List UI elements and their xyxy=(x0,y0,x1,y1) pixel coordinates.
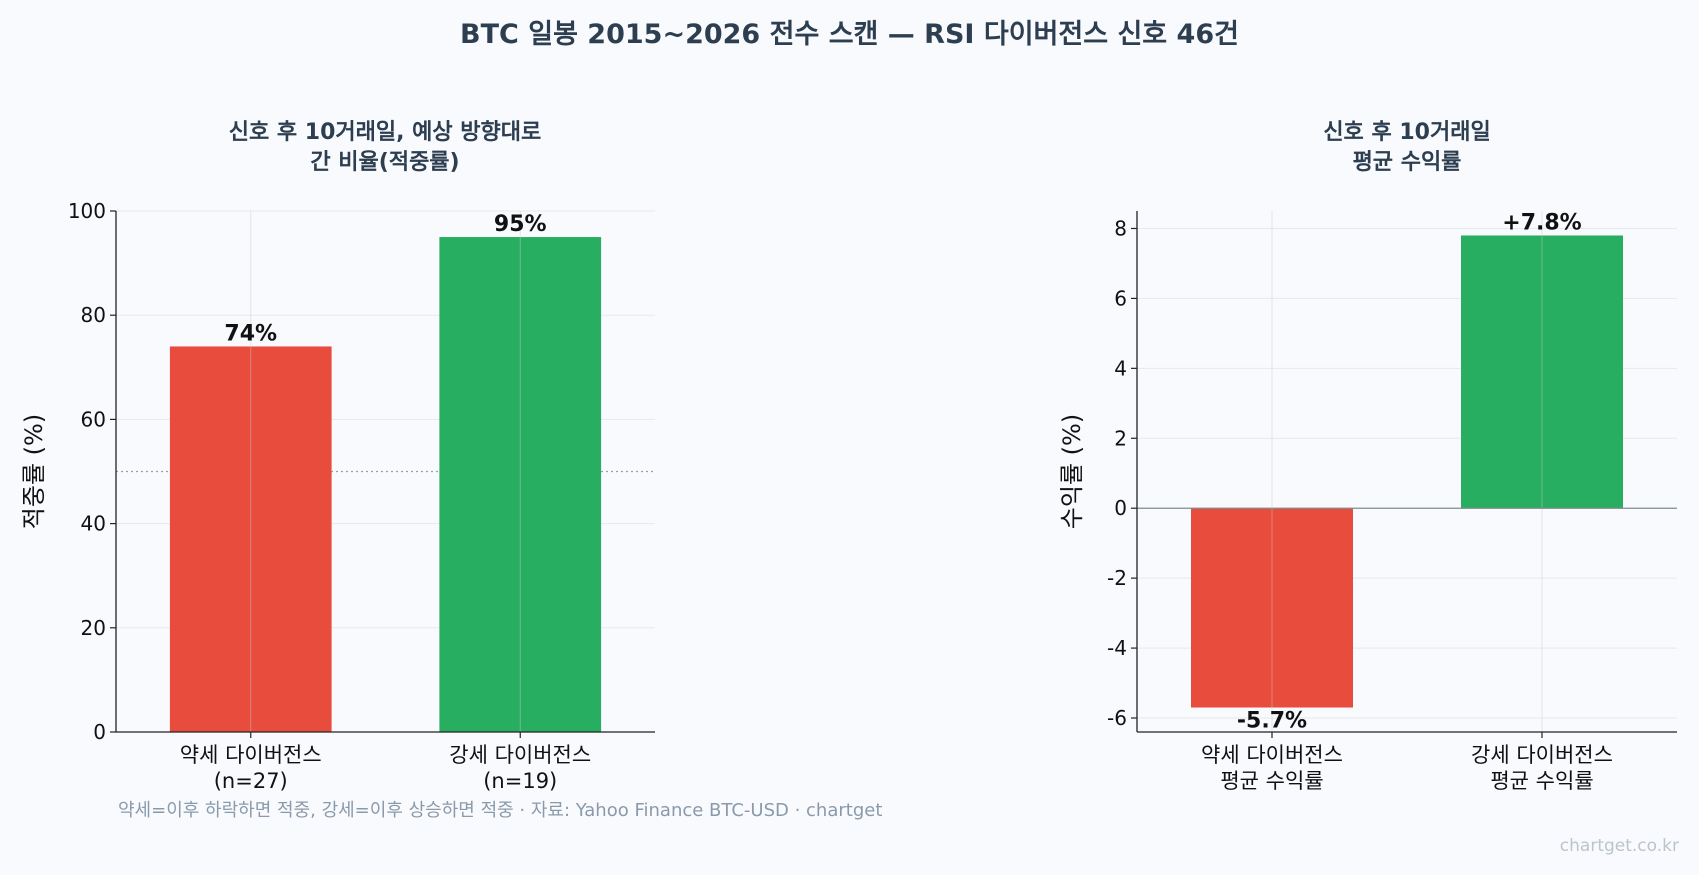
bar xyxy=(439,237,602,733)
main-title: BTC 일봉 2015~2026 전수 스캔 — RSI 다이버전스 신호 46… xyxy=(460,19,1239,50)
x-tick-label: 약세 다이버전스 xyxy=(1201,743,1343,767)
left-panel-title-line2: 간 비율(적중률) xyxy=(310,150,460,175)
y-tick-label: -6 xyxy=(1107,706,1127,730)
y-tick-label: 2 xyxy=(1114,426,1127,450)
bar xyxy=(1461,235,1623,509)
bar-value-label: 95% xyxy=(494,212,547,237)
x-tick-label: 평균 수익률 xyxy=(1220,769,1323,793)
y-tick-label: 60 xyxy=(81,407,106,431)
y-tick-label: 100 xyxy=(68,199,106,223)
y-tick-label: 20 xyxy=(81,616,106,640)
footnote: 약세=이후 하락하면 적중, 강세=이후 상승하면 적중 · 자료: Yahoo… xyxy=(118,800,883,821)
y-tick-label: 4 xyxy=(1114,356,1127,380)
bar xyxy=(169,346,332,732)
bar xyxy=(1191,508,1353,708)
y-tick-label: 6 xyxy=(1114,286,1127,310)
watermark: chartget.co.kr xyxy=(1559,836,1679,856)
x-tick-label: 평균 수익률 xyxy=(1490,769,1593,793)
right-panel-title: 신호 후 10거래일 평균 수익률 xyxy=(1137,118,1677,178)
y-tick-label: 8 xyxy=(1114,216,1127,240)
bar-value-label: +7.8% xyxy=(1502,210,1581,235)
x-tick-label: (n=27) xyxy=(214,769,288,793)
y-tick-label: -4 xyxy=(1107,636,1127,660)
y-tick-label: 0 xyxy=(93,720,106,744)
left-panel-title-line1: 신호 후 10거래일, 예상 방향대로 xyxy=(228,120,542,145)
left-panel-title: 신호 후 10거래일, 예상 방향대로 간 비율(적중률) xyxy=(115,118,655,178)
x-tick-label: 강세 다이버전스 xyxy=(1471,743,1613,767)
y-axis-label: 적중률 (%) xyxy=(20,414,48,529)
right-panel-title-line2: 평균 수익률 xyxy=(1352,150,1462,175)
x-tick-label: 강세 다이버전스 xyxy=(449,743,591,767)
y-tick-label: 0 xyxy=(1114,496,1127,520)
bar-value-label: 74% xyxy=(224,321,277,346)
y-axis-label: 수익률 (%) xyxy=(1058,414,1086,529)
right-panel-title-line1: 신호 후 10거래일 xyxy=(1323,120,1491,145)
y-tick-label: 40 xyxy=(81,512,106,536)
x-tick-label: (n=19) xyxy=(483,769,557,793)
y-tick-label: -2 xyxy=(1107,566,1127,590)
bar-value-label: -5.7% xyxy=(1237,709,1307,734)
y-tick-label: 80 xyxy=(81,303,106,327)
hit-rate-chart: 74% 95% 0 20 40 60 80 100 약세 다이버전스(n=27) 강세 다이버전스… xyxy=(20,199,655,793)
x-tick-label: 약세 다이버전스 xyxy=(180,743,322,767)
